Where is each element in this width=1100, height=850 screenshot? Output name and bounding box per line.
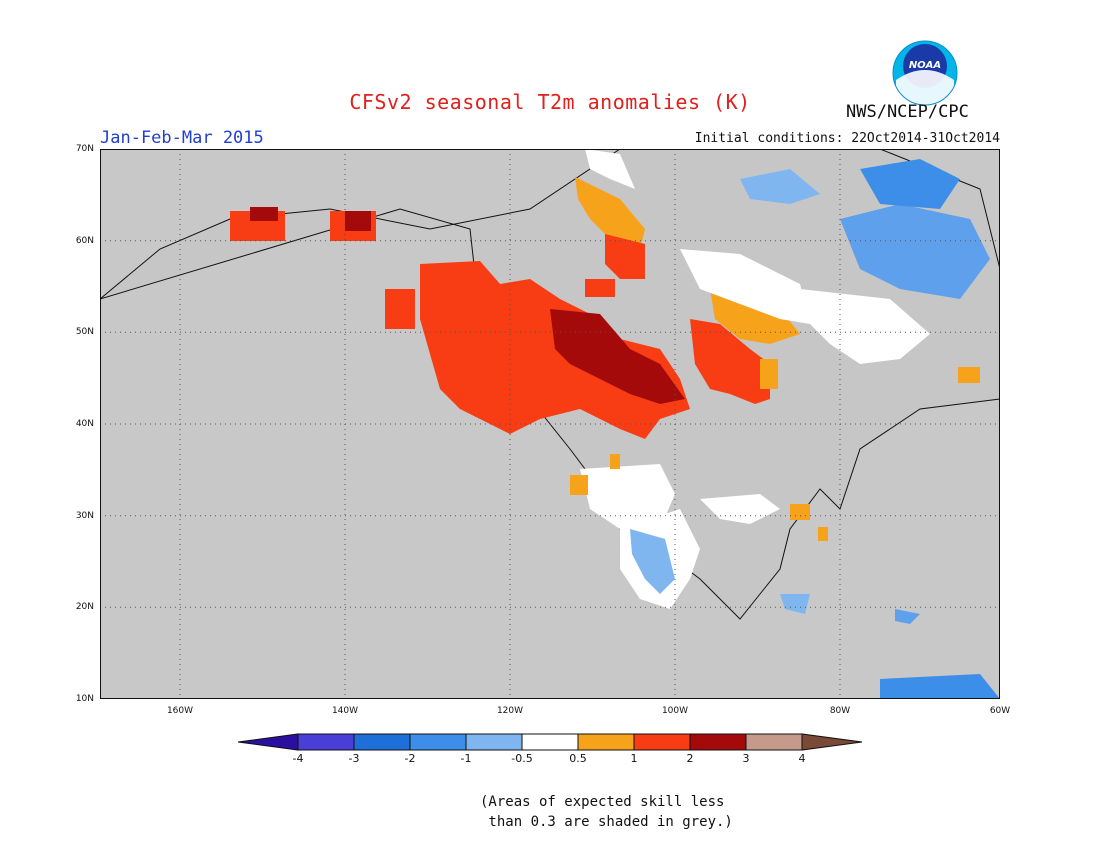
forecast-period: Jan-Feb-Mar 2015	[100, 128, 264, 148]
colorbar-max-arrow	[801, 733, 863, 751]
lon-label: 80W	[829, 706, 851, 716]
colorbar-label: -2	[404, 752, 416, 765]
anomaly-patches	[230, 149, 1000, 699]
colorbar-label: -4	[292, 752, 304, 765]
skill-note: (Areas of expected skill less than 0.3 a…	[480, 794, 733, 830]
map-title: CFSv2 seasonal T2m anomalies (K)	[349, 90, 751, 114]
colorbar-segment	[409, 733, 467, 751]
colorbar-label: 2	[686, 752, 694, 765]
colorbar-segment	[353, 733, 411, 751]
svg-text:NOAA: NOAA	[909, 60, 941, 71]
colorbar-segment	[745, 733, 803, 751]
anomaly-map	[99, 148, 1001, 700]
lat-label: 50N	[75, 327, 94, 338]
colorbar-segment	[577, 733, 635, 751]
colorbar-segment	[521, 733, 579, 751]
lat-label: 30N	[75, 510, 94, 521]
colorbar-segment	[465, 733, 523, 751]
colorbar-label: -3	[348, 752, 360, 765]
colorbar-label: 4	[798, 752, 806, 765]
colorbar-label: 1	[630, 752, 638, 765]
initial-conditions: Initial conditions: 22Oct2014-31Oct2014	[694, 131, 1000, 146]
colorbar-segment	[633, 733, 691, 751]
colorbar	[238, 733, 863, 751]
lon-label: 60W	[989, 706, 1011, 716]
lon-label: 160W	[166, 706, 194, 716]
colorbar-label: 3	[742, 752, 750, 765]
colorbar-label: -0.5	[511, 752, 533, 765]
lon-label: 140W	[331, 706, 359, 716]
agency-label: NWS/NCEP/CPC	[846, 102, 969, 122]
lat-label: 20N	[75, 602, 94, 613]
noaa-logo: NOAA	[892, 40, 958, 106]
colorbar-label: 0.5	[569, 752, 587, 765]
colorbar-min-arrow	[238, 733, 299, 751]
lon-label: 100W	[661, 706, 689, 716]
lat-label: 40N	[75, 419, 94, 429]
colorbar-segment	[297, 733, 355, 751]
colorbar-label: -1	[460, 752, 472, 765]
lat-label: 70N	[75, 144, 94, 154]
colorbar-segment	[689, 733, 747, 751]
lat-label: 10N	[75, 694, 94, 704]
lon-label: 120W	[496, 706, 524, 716]
lat-label: 60N	[75, 235, 94, 246]
graticule	[100, 149, 1000, 699]
